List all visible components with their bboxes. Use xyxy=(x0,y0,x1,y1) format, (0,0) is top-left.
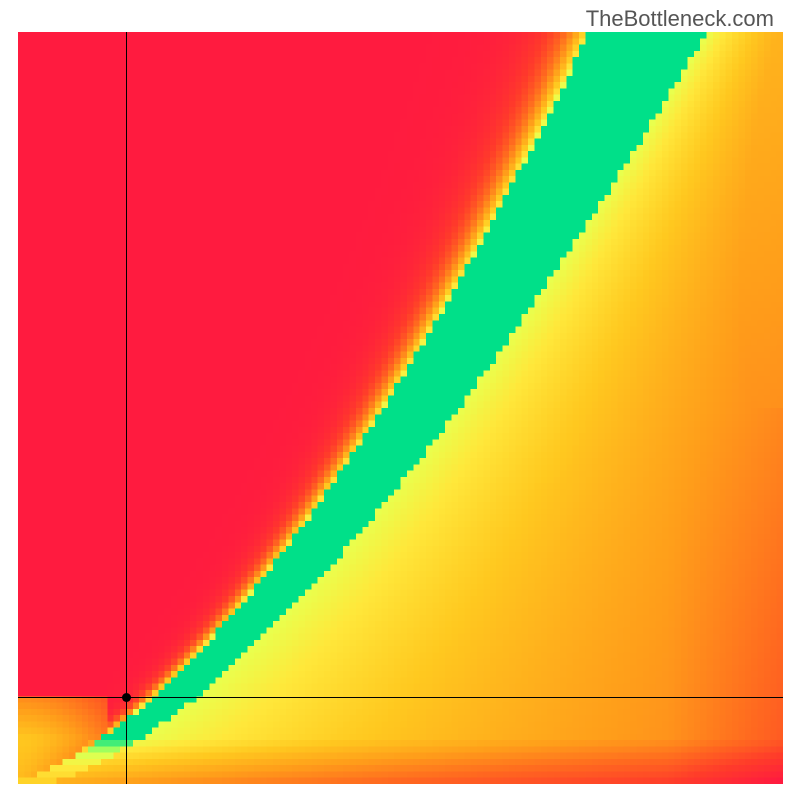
chart-container: TheBottleneck.com xyxy=(0,0,800,800)
crosshair-vertical-line xyxy=(126,32,127,784)
crosshair-horizontal-line xyxy=(18,697,783,698)
source-watermark: TheBottleneck.com xyxy=(586,6,774,32)
bottleneck-heatmap xyxy=(18,32,783,784)
